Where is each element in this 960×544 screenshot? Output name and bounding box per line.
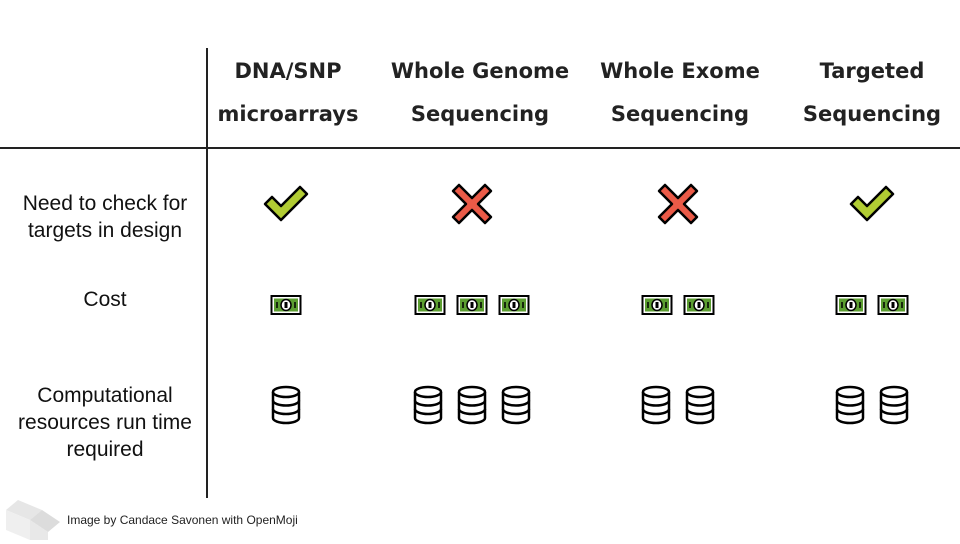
cell-compute-2 — [578, 380, 778, 430]
money-icon — [498, 294, 530, 316]
money-icon — [877, 294, 909, 316]
cell-targets-0 — [186, 178, 386, 230]
column-header-whole-genome: Whole Genome Sequencing — [380, 50, 580, 136]
database-icon — [411, 385, 445, 425]
database-icon — [683, 385, 717, 425]
column-header-whole-exome: Whole Exome Sequencing — [580, 50, 780, 136]
money-icon — [683, 294, 715, 316]
row-label-line: targets in design — [27, 219, 183, 242]
column-header-line1: Targeted — [819, 59, 925, 83]
check-icon — [848, 184, 896, 224]
check-icon — [262, 184, 310, 224]
database-icon — [269, 385, 303, 425]
row-label-line: required — [66, 438, 144, 461]
cross-icon — [656, 182, 700, 226]
column-header-line1: Whole Genome — [390, 59, 570, 83]
money-icon — [270, 294, 302, 316]
column-header-line2: Sequencing — [802, 102, 942, 126]
database-icon — [833, 385, 867, 425]
cell-compute-1 — [372, 380, 572, 430]
money-icon — [414, 294, 446, 316]
column-header-targeted: Targeted Sequencing — [772, 50, 960, 136]
row-label-targets: Need to check for targets in design — [0, 190, 210, 244]
row-label-line: Cost — [83, 288, 127, 311]
row-label-cost: Cost — [0, 286, 210, 313]
logo-icon — [4, 500, 60, 544]
cell-cost-2 — [578, 288, 778, 322]
cell-compute-0 — [186, 380, 386, 430]
cross-icon — [450, 182, 494, 226]
column-header-line1: DNA/SNP — [234, 59, 342, 83]
cell-targets-3 — [772, 178, 960, 230]
row-label-divider — [206, 48, 208, 498]
header-divider — [0, 147, 960, 149]
image-credit: Image by Candace Savonen with OpenMoji — [67, 513, 298, 527]
money-icon — [641, 294, 673, 316]
cell-targets-2 — [578, 178, 778, 230]
row-label-line: Computational — [37, 384, 173, 407]
column-header-line1: Whole Exome — [600, 59, 760, 83]
column-header-line2: microarrays — [217, 102, 359, 126]
row-label-line: Need to check for — [22, 192, 188, 215]
database-icon — [499, 385, 533, 425]
row-label-line: resources run time — [18, 411, 192, 434]
cell-cost-3 — [772, 288, 960, 322]
money-icon — [835, 294, 867, 316]
row-label-compute: Computational resources run time require… — [0, 382, 210, 463]
cell-cost-0 — [186, 288, 386, 322]
database-icon — [877, 385, 911, 425]
column-header-line2: Sequencing — [410, 102, 550, 126]
cell-compute-3 — [772, 380, 960, 430]
cell-targets-1 — [372, 178, 572, 230]
cell-cost-1 — [372, 288, 572, 322]
column-header-microarrays: DNA/SNP microarrays — [188, 50, 388, 136]
database-icon — [639, 385, 673, 425]
column-header-line2: Sequencing — [610, 102, 750, 126]
database-icon — [455, 385, 489, 425]
money-icon — [456, 294, 488, 316]
